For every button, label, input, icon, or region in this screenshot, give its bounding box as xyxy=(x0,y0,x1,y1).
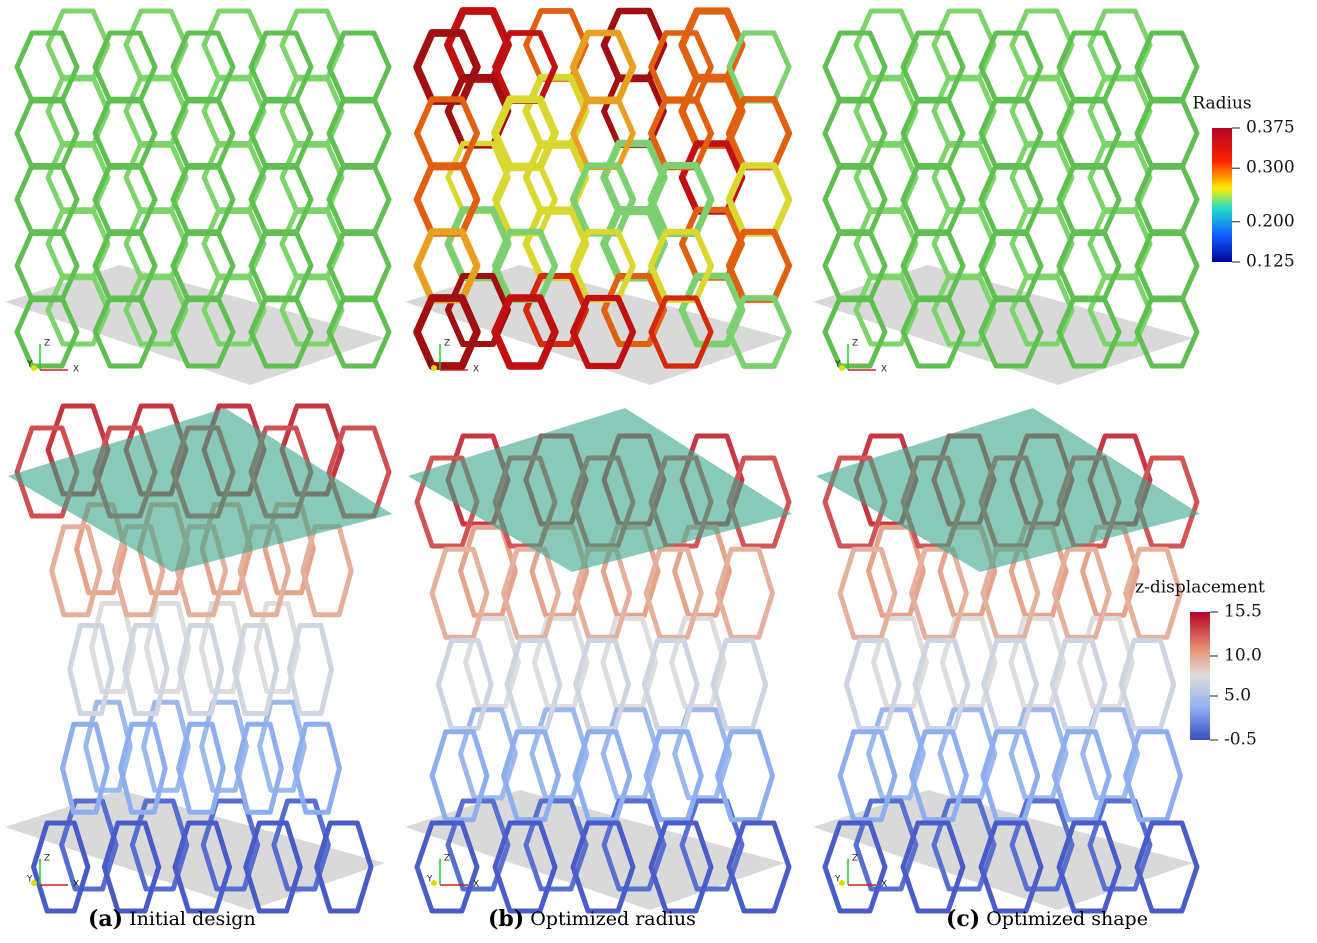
strut-cell xyxy=(504,549,559,637)
strut-cell xyxy=(432,549,487,637)
strut-cell xyxy=(237,724,282,812)
axis-label: Y xyxy=(26,875,33,885)
axis-label: Y xyxy=(834,360,841,370)
strut-cell xyxy=(718,549,773,637)
strut-cell xyxy=(329,33,389,101)
axis-label: Y xyxy=(426,875,433,885)
strut-cell xyxy=(729,232,789,300)
caption: (c) Optimized shape xyxy=(946,906,1148,932)
figure: Z X Y Z X Y Z X Y Z X Y Z X Y Z X Y Radius 0.375 0.300 0.200… xyxy=(0,0,1317,943)
strut-cell xyxy=(1126,732,1181,820)
strut-cell xyxy=(1137,99,1197,167)
caption: (a) Initial design xyxy=(88,906,256,932)
colorbar-tick-label: 15.5 xyxy=(1224,602,1262,622)
strut-cell xyxy=(1054,732,1109,820)
colorbar xyxy=(1190,612,1210,740)
axis-label: Y xyxy=(426,360,433,370)
colorbar-title: Radius xyxy=(1192,94,1251,114)
strut-cell xyxy=(1054,549,1109,637)
axis-label: Z xyxy=(44,339,50,349)
axis-label: X xyxy=(73,365,79,375)
caption: (b) Optimized radius xyxy=(488,906,696,932)
strut-cell xyxy=(329,99,389,167)
strut-cell xyxy=(303,527,351,615)
strut-cell xyxy=(729,166,789,234)
strut-cell xyxy=(646,732,701,820)
strut-cell xyxy=(646,549,701,637)
colorbar xyxy=(1212,128,1232,262)
strut-cell xyxy=(644,641,697,729)
strut-cell xyxy=(729,33,789,101)
strut-cell xyxy=(329,232,389,300)
axis-label: Z xyxy=(444,339,450,349)
strut-cell xyxy=(329,166,389,234)
strut-cell xyxy=(840,549,895,637)
strut-cell xyxy=(729,99,789,167)
strut-cell xyxy=(718,732,773,820)
caption-label: (a) xyxy=(88,906,123,932)
colorbar-tick-label: 0.125 xyxy=(1246,252,1295,272)
colorbar-tick-label: 0.375 xyxy=(1246,118,1295,138)
axis-label: X xyxy=(73,880,79,890)
strut-cell xyxy=(1137,166,1197,234)
strut-cell xyxy=(1052,641,1105,729)
strut-cell xyxy=(507,641,560,729)
strut-cell xyxy=(1137,33,1197,101)
axis-label: Z xyxy=(444,854,450,864)
strut-cell xyxy=(1121,641,1174,729)
colorbar-tick-label: 5.0 xyxy=(1224,686,1251,706)
strut-cell xyxy=(70,626,112,714)
caption-text: Optimized shape xyxy=(986,908,1148,930)
strut-cell xyxy=(983,732,1038,820)
axis-label: Z xyxy=(44,854,50,864)
axis-label: X xyxy=(473,365,479,375)
strut-cell xyxy=(438,641,491,729)
strut-cell xyxy=(576,641,629,729)
axis-label: Y xyxy=(26,360,33,370)
colorbar-tick-label: 0.300 xyxy=(1246,158,1295,178)
axis-label: Y xyxy=(834,875,841,885)
caption-text: Initial design xyxy=(129,908,256,930)
strut-cell xyxy=(912,549,967,637)
strut-cell xyxy=(846,641,899,729)
caption-label: (c) xyxy=(946,906,980,932)
axis-label: X xyxy=(473,880,479,890)
strut-cell xyxy=(1137,232,1197,300)
strut-cell xyxy=(295,724,340,812)
axis-label: X xyxy=(881,880,887,890)
strut-cell xyxy=(984,641,1037,729)
colorbar-tick-label: 10.0 xyxy=(1224,646,1262,666)
strut-cell xyxy=(179,724,224,812)
strut-cell xyxy=(713,641,766,729)
colorbar-tick-label: -0.5 xyxy=(1224,730,1257,750)
caption-label: (b) xyxy=(488,906,524,932)
axis-label: X xyxy=(881,365,887,375)
strut-cell xyxy=(575,732,630,820)
colorbar-title: z-displacement xyxy=(1135,578,1265,598)
strut-cell xyxy=(915,641,968,729)
axis-label: Z xyxy=(852,854,858,864)
axis-label: Z xyxy=(852,339,858,349)
strut-cell xyxy=(52,527,100,615)
caption-text: Optimized radius xyxy=(530,908,696,930)
renderings: Z X Y Z X Y Z X Y Z X Y Z X Y Z X Y xyxy=(5,11,1200,911)
colorbar-tick-label: 0.200 xyxy=(1246,211,1295,231)
